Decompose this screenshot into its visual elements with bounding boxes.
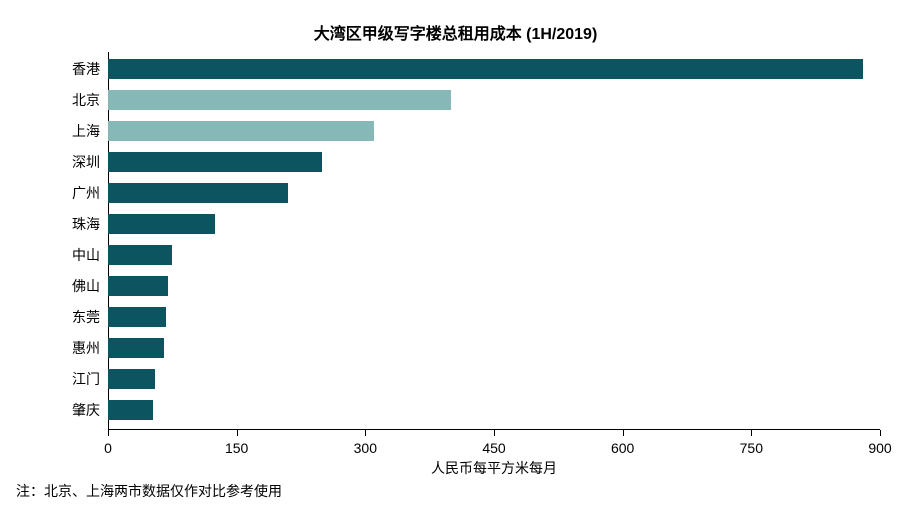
x-tick-label: 300 [354,440,377,456]
bar-row: 肇庆 [108,395,880,425]
bar-row: 东莞 [108,302,880,332]
bar [108,400,153,420]
bar [108,183,288,203]
x-tick [365,430,366,436]
footnote: 注：北京、上海两市数据仅作对比参考使用 [16,481,282,501]
y-category-label: 惠州 [72,338,100,358]
y-category-label: 深圳 [72,152,100,172]
bar-row: 珠海 [108,209,880,239]
bar-row: 香港 [108,54,880,84]
bar-row: 惠州 [108,333,880,363]
y-category-label: 佛山 [72,276,100,296]
x-axis-label: 人民币每平方米每月 [431,458,557,478]
bar-row: 深圳 [108,147,880,177]
x-tick [108,430,109,436]
bar-row: 中山 [108,240,880,270]
y-category-label: 江门 [72,369,100,389]
bars-group: 香港北京上海深圳广州珠海中山佛山东莞惠州江门肇庆 [108,52,880,430]
y-category-label: 中山 [72,245,100,265]
bar [108,369,155,389]
x-tick [623,430,624,436]
x-tick [237,430,238,436]
x-tick-label: 450 [482,440,505,456]
bar [108,276,168,296]
bar-row: 佛山 [108,271,880,301]
bar [108,59,863,79]
x-tick [751,430,752,436]
x-tick-label: 600 [611,440,634,456]
x-tick-label: 750 [740,440,763,456]
bar-row: 江门 [108,364,880,394]
bar [108,121,374,141]
x-tick [494,430,495,436]
y-category-label: 广州 [72,183,100,203]
bar-row: 北京 [108,85,880,115]
y-category-label: 上海 [72,121,100,141]
y-category-label: 珠海 [72,214,100,234]
bar [108,152,322,172]
bar-row: 广州 [108,178,880,208]
bar [108,338,164,358]
chart-title: 大湾区甲级写字楼总租用成本 (1H/2019) [0,0,911,44]
y-category-label: 北京 [72,90,100,110]
bar [108,90,451,110]
bar [108,307,166,327]
bar [108,245,172,265]
y-category-label: 肇庆 [72,400,100,420]
chart-container: 大湾区甲级写字楼总租用成本 (1H/2019) 香港北京上海深圳广州珠海中山佛山… [0,0,911,509]
x-tick [880,430,881,436]
x-tick-label: 900 [868,440,891,456]
bar-row: 上海 [108,116,880,146]
plot-area: 香港北京上海深圳广州珠海中山佛山东莞惠州江门肇庆 015030045060075… [108,52,880,430]
y-category-label: 东莞 [72,307,100,327]
y-category-label: 香港 [72,59,100,79]
x-tick-label: 150 [225,440,248,456]
bar [108,214,215,234]
x-tick-label: 0 [104,440,112,456]
